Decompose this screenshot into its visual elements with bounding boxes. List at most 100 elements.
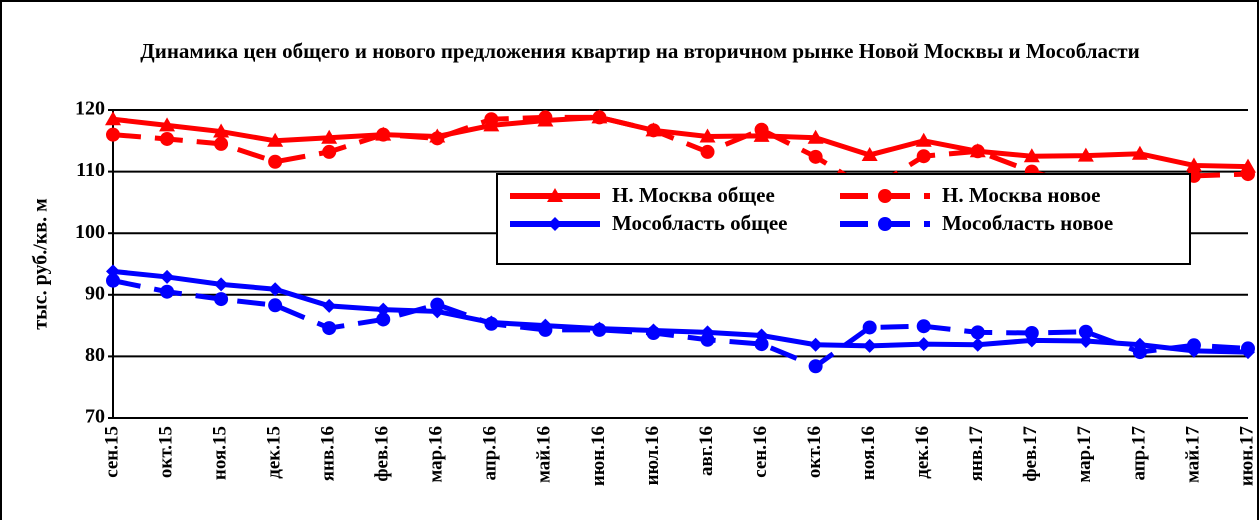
data-point: [430, 297, 445, 312]
data-point: [916, 149, 931, 164]
data-point: [106, 127, 120, 142]
data-point: [592, 110, 607, 125]
x-tick-label: сен.16: [750, 426, 771, 478]
data-point: [862, 320, 877, 335]
data-point: [1241, 341, 1255, 356]
data-point: [268, 282, 283, 297]
data-point: [322, 321, 337, 336]
data-point: [970, 325, 985, 340]
x-tick-label: ноя.15: [209, 426, 230, 480]
legend-label: Мособласть общее: [612, 211, 788, 235]
data-point: [807, 129, 824, 144]
data-point: [970, 337, 985, 352]
x-tick-label: окт.15: [155, 426, 176, 478]
series-line: [112, 114, 1249, 196]
data-point: [592, 322, 607, 337]
data-point: [916, 337, 931, 352]
series-line: [112, 278, 1249, 370]
data-point: [376, 127, 391, 142]
data-point: [214, 292, 229, 307]
legend-marker: [547, 188, 563, 202]
y-tick-label: 70: [85, 406, 105, 428]
data-point: [268, 154, 283, 169]
x-tick-label: мар.16: [426, 426, 447, 483]
data-point: [808, 337, 823, 352]
legend-box: [496, 173, 1191, 265]
data-point: [430, 131, 445, 146]
chart-title: Динамика цен общего и нового предложения…: [140, 39, 1140, 63]
x-tick-label: дек.16: [912, 426, 933, 479]
data-point: [160, 284, 175, 299]
data-point: [699, 128, 716, 143]
series-line: [112, 268, 1249, 355]
data-point: [376, 302, 391, 317]
data-point: [646, 123, 661, 138]
legend-marker: [548, 217, 562, 231]
data-point: [484, 316, 499, 331]
data-point: [376, 312, 391, 327]
data-point: [646, 325, 661, 340]
x-tick-label: сен.15: [101, 426, 122, 478]
data-point: [1185, 157, 1202, 172]
data-point: [267, 132, 284, 147]
x-tick-label: авг.16: [696, 426, 717, 476]
legend-label: Мособласть новое: [942, 211, 1113, 235]
x-tick-label: фев.17: [1020, 426, 1041, 482]
data-point: [700, 332, 715, 347]
legend-label: Н. Москва общее: [612, 183, 775, 207]
x-tick-label: июн.16: [588, 426, 609, 486]
data-point: [321, 129, 338, 144]
data-point: [322, 144, 337, 159]
data-point: [160, 131, 175, 146]
data-point: [808, 149, 823, 164]
data-point: [1024, 325, 1039, 340]
data-point: [754, 337, 769, 352]
legend: Н. Москва общее Н. Москва новое Мособласть…: [496, 173, 1191, 265]
data-point: [915, 132, 932, 147]
data-point: [214, 277, 229, 292]
x-tick-label: июн.17: [1236, 426, 1257, 487]
y-tick-label: 90: [85, 282, 105, 304]
data-point: [213, 123, 230, 138]
x-tick-label: янв.16: [318, 426, 339, 481]
data-point: [105, 111, 121, 126]
data-point: [214, 136, 229, 151]
x-tick-label: окт.16: [804, 426, 825, 478]
data-point: [160, 269, 175, 284]
data-point: [700, 144, 715, 159]
x-tick-label: май.16: [534, 426, 555, 483]
x-tick-label: янв.17: [966, 426, 987, 482]
x-tick-label: дек.15: [264, 426, 285, 479]
data-point: [106, 273, 120, 288]
x-tick-label: фев.16: [372, 426, 393, 482]
data-point: [1186, 338, 1201, 353]
x-tick-label: апр.17: [1128, 426, 1149, 481]
series-line: [112, 114, 1249, 170]
data-point: [1241, 167, 1255, 182]
data-point: [861, 146, 878, 161]
data-point: [538, 322, 553, 337]
data-point: [484, 112, 499, 127]
data-point: [159, 117, 176, 132]
x-tick-label: апр.16: [480, 426, 501, 481]
data-point: [1131, 145, 1148, 160]
data-point: [1078, 324, 1093, 339]
data-point: [916, 319, 931, 334]
x-tick-label: ноя.16: [858, 426, 879, 480]
x-tick-label: май.17: [1182, 426, 1203, 484]
y-axis-label: тыс. руб./кв. м: [30, 198, 52, 329]
data-point: [322, 298, 337, 313]
y-tick-label: 80: [85, 344, 105, 366]
data-point: [862, 338, 877, 353]
data-point: [754, 122, 769, 137]
legend-marker: [878, 217, 892, 231]
x-tick-label: мар.17: [1074, 426, 1095, 483]
y-tick-label: 100: [75, 221, 105, 243]
data-point: [808, 359, 823, 374]
data-point: [268, 298, 283, 313]
data-point: [970, 144, 985, 159]
legend-marker: [878, 189, 892, 203]
legend-label: Н. Москва новое: [942, 183, 1100, 207]
data-point: [1132, 345, 1147, 360]
